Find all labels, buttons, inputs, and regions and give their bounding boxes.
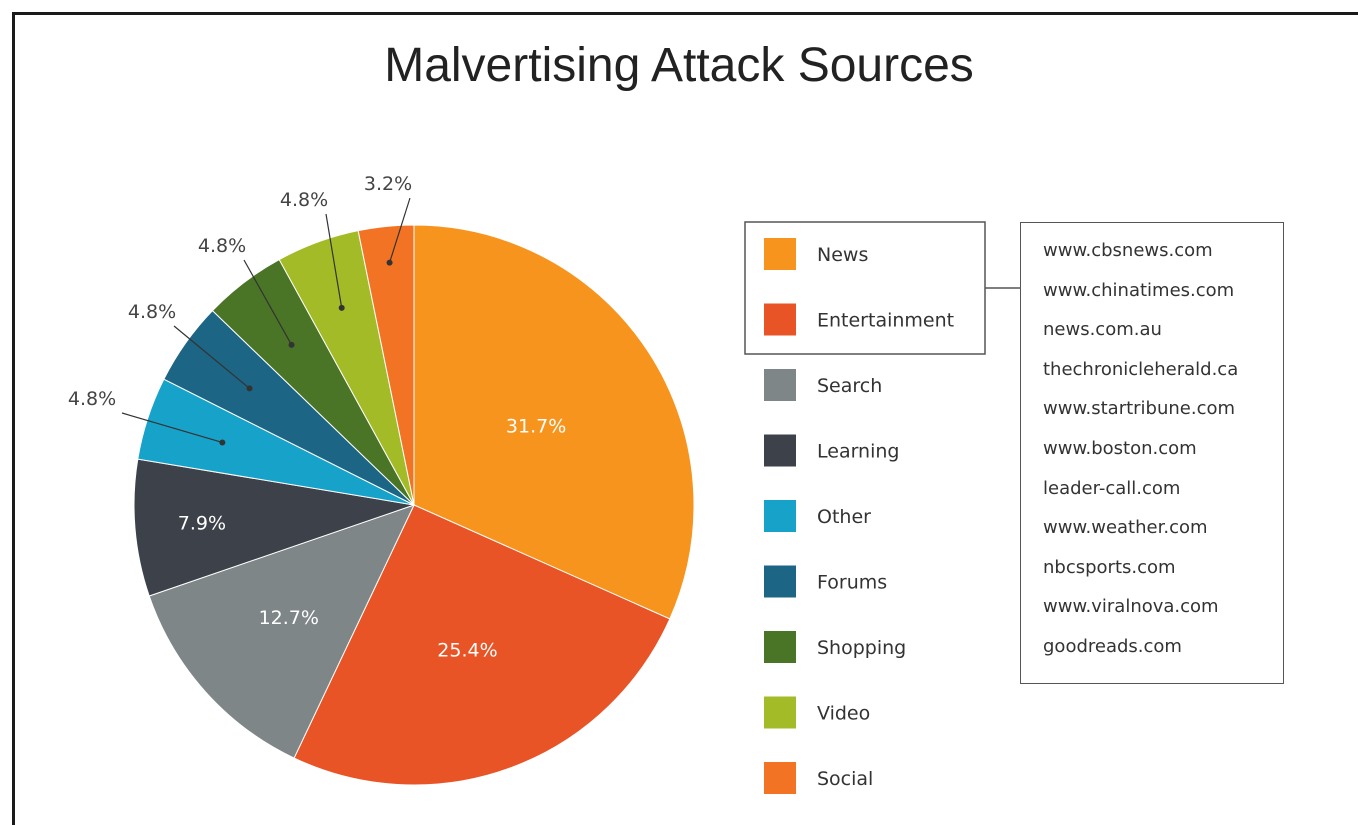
legend-swatch-social xyxy=(764,762,796,794)
legend-label-video: Video xyxy=(817,703,870,725)
domain-list-item: www.weather.com xyxy=(1043,517,1208,539)
pie-leader-line xyxy=(243,259,293,346)
pie-label-forums: 4.8% xyxy=(128,301,176,323)
pie-leader-dot xyxy=(246,385,253,392)
pie-label-learning: 7.9% xyxy=(178,513,226,535)
legend-swatch-learning xyxy=(764,434,796,467)
domain-list-item: thechronicleherald.ca xyxy=(1043,358,1239,380)
legend-label-entertainment: Entertainment xyxy=(817,310,954,332)
domain-list-item: news.com.au xyxy=(1043,319,1162,341)
domain-list-item: www.boston.com xyxy=(1043,437,1197,459)
legend-swatch-news xyxy=(764,238,796,270)
domain-list-item: www.viralnova.com xyxy=(1043,596,1219,618)
legend-swatch-forums xyxy=(764,565,796,598)
domain-list-item: goodreads.com xyxy=(1043,635,1182,657)
legend-label-other: Other xyxy=(817,506,871,528)
legend-swatch-entertainment xyxy=(764,303,796,336)
pie-slice-learning xyxy=(133,458,415,597)
legend-label-forums: Forums xyxy=(817,572,887,594)
legend-label-news: News xyxy=(817,244,868,266)
legend-swatch-video xyxy=(764,696,796,729)
domain-list-item: www.chinatimes.com xyxy=(1043,279,1235,301)
pie-label-entertainment: 25.4% xyxy=(437,639,497,661)
pie-slice-news xyxy=(413,224,695,620)
pie-leader-dot xyxy=(386,259,393,266)
legend-label-learning: Learning xyxy=(817,441,900,463)
pie-leader-line xyxy=(173,325,250,389)
pie-label-other: 4.8% xyxy=(68,388,116,410)
pie-leader-line xyxy=(389,197,411,263)
pie-label-video: 4.8% xyxy=(280,189,328,211)
pie-leader-dot xyxy=(288,341,295,348)
legend-swatch-search xyxy=(764,369,796,401)
domain-list-item: www.cbsnews.com xyxy=(1043,240,1213,261)
legend-label-search: Search xyxy=(817,375,882,397)
sample-domain-list: www.cbsnews.com www.chinatimes.com news.co… xyxy=(1020,222,1284,684)
pie-label-social: 3.2% xyxy=(364,173,412,195)
pie-label-shopping: 4.8% xyxy=(198,235,246,257)
domain-list-item: nbcsports.com xyxy=(1043,556,1176,578)
pie-leader-line xyxy=(121,412,223,444)
pie-slice-search xyxy=(148,504,415,759)
pie-slice-social xyxy=(357,224,415,506)
pie-label-search: 12.7% xyxy=(259,607,319,629)
legend-label-shopping: Shopping xyxy=(817,637,906,659)
pie-leader-dot xyxy=(338,304,345,311)
chart-title: Malvertising Attack Sources xyxy=(384,39,974,92)
pie-label-news: 31.7% xyxy=(506,416,566,438)
legend-label-social: Social xyxy=(817,768,873,790)
pie-leader-dot xyxy=(219,439,226,446)
domain-list-item: leader-call.com xyxy=(1043,477,1181,499)
chart-frame xyxy=(12,12,1358,825)
pie-slice-entertainment xyxy=(293,504,671,786)
pie-leader-line xyxy=(325,213,343,308)
legend-swatch-other xyxy=(764,500,796,532)
domain-list-item: www.startribune.com xyxy=(1043,398,1236,420)
legend-swatch-shopping xyxy=(764,631,796,663)
